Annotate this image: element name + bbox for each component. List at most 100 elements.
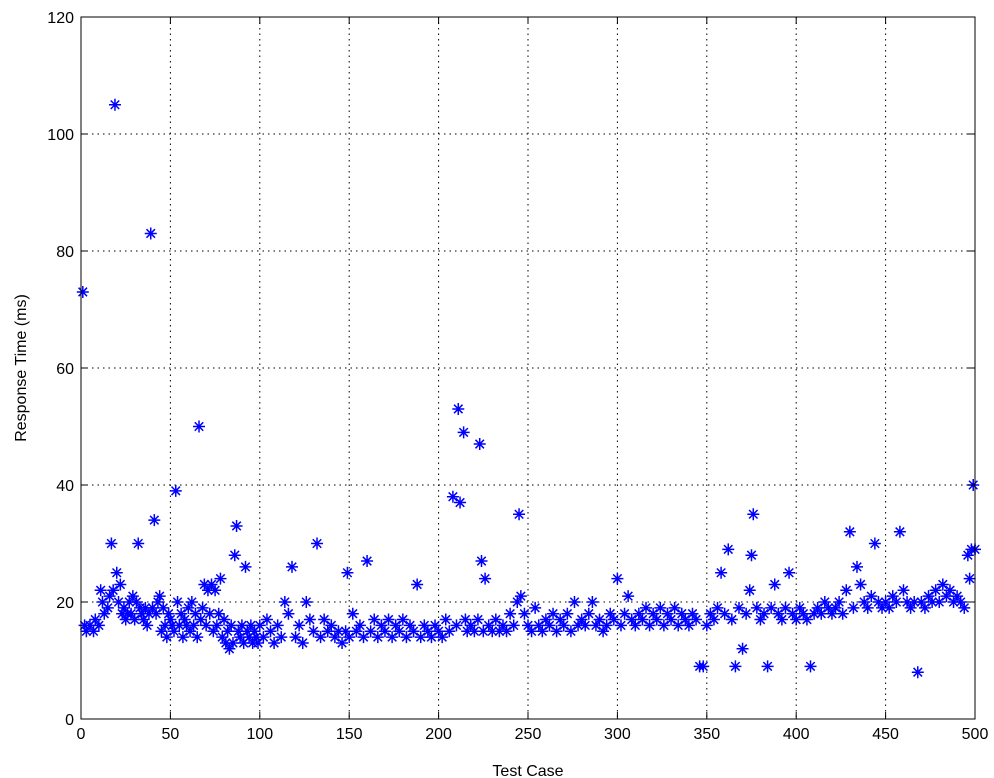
data-point — [961, 549, 974, 562]
x-tick-label: 350 — [693, 726, 720, 743]
data-point — [522, 619, 534, 632]
data-point — [336, 636, 349, 649]
data-point — [745, 549, 758, 562]
data-point — [300, 596, 313, 608]
data-point — [244, 619, 257, 632]
data-point — [371, 631, 384, 644]
data-point — [83, 619, 96, 632]
data-point — [450, 619, 463, 632]
data-point — [732, 601, 745, 614]
data-point — [679, 613, 692, 626]
data-point — [840, 584, 853, 597]
data-point — [157, 601, 170, 614]
data-point — [105, 537, 118, 550]
data-point — [879, 596, 892, 608]
data-point — [389, 619, 402, 632]
data-point — [289, 631, 302, 644]
data-point — [141, 619, 154, 632]
data-point — [618, 607, 631, 620]
data-point — [575, 613, 588, 626]
data-point — [92, 619, 105, 632]
data-point — [951, 590, 964, 603]
data-point — [218, 613, 231, 626]
data-point — [876, 601, 889, 614]
data-point — [194, 613, 207, 626]
data-point — [477, 625, 490, 638]
data-point — [175, 607, 188, 620]
x-tick-label: 250 — [515, 726, 542, 743]
data-points — [76, 98, 981, 679]
data-point — [947, 596, 960, 608]
data-point — [234, 631, 247, 644]
data-point — [411, 578, 424, 591]
data-point — [368, 613, 381, 626]
data-point — [783, 566, 796, 579]
data-point — [454, 496, 467, 509]
data-point — [865, 590, 878, 603]
data-point — [343, 631, 356, 644]
data-point — [557, 619, 570, 632]
data-point — [350, 625, 363, 638]
data-point — [378, 625, 391, 638]
data-point — [933, 596, 946, 608]
data-point — [203, 607, 216, 620]
data-point — [328, 631, 341, 644]
data-point — [607, 613, 620, 626]
data-point — [640, 601, 653, 614]
data-point — [403, 619, 416, 632]
data-point — [89, 613, 102, 626]
data-point — [800, 613, 813, 626]
data-point — [303, 613, 316, 626]
y-tick-label: 60 — [56, 361, 74, 378]
data-point — [375, 619, 388, 632]
data-point — [572, 619, 585, 632]
data-point — [123, 596, 136, 608]
data-point — [418, 619, 431, 632]
data-point — [625, 613, 638, 626]
data-point — [425, 631, 438, 644]
data-point — [915, 596, 928, 608]
data-point — [201, 584, 214, 597]
data-point — [715, 566, 728, 579]
data-point — [768, 578, 781, 591]
data-point — [514, 590, 527, 603]
data-point — [128, 613, 141, 626]
data-point — [164, 613, 177, 626]
data-point — [622, 590, 635, 603]
data-point — [107, 584, 120, 597]
data-point — [600, 619, 613, 632]
data-point — [446, 490, 459, 503]
data-point — [148, 514, 161, 527]
data-point — [187, 619, 200, 632]
data-point — [146, 601, 159, 614]
data-point — [94, 584, 107, 597]
data-point — [400, 631, 413, 644]
grid-lines — [81, 17, 975, 719]
data-point — [654, 601, 667, 614]
data-point — [504, 607, 517, 620]
data-point — [318, 613, 331, 626]
data-point — [235, 619, 248, 632]
data-point — [929, 584, 942, 597]
data-point — [943, 584, 956, 597]
data-point — [361, 555, 374, 568]
y-tick-label: 80 — [56, 244, 74, 261]
data-point — [241, 625, 254, 638]
data-point — [525, 625, 538, 638]
data-point — [672, 619, 685, 632]
data-point — [511, 596, 524, 608]
data-point — [561, 607, 574, 620]
data-point — [958, 601, 971, 614]
data-point — [436, 631, 449, 644]
data-point — [758, 607, 771, 620]
data-point — [593, 613, 606, 626]
data-point — [690, 613, 703, 626]
data-point — [193, 420, 206, 433]
data-point — [144, 227, 157, 240]
data-point — [139, 601, 152, 614]
data-point — [647, 607, 660, 620]
data-point — [475, 555, 488, 568]
data-point — [532, 619, 545, 632]
data-point — [529, 601, 542, 614]
y-tick-label: 40 — [56, 478, 74, 495]
